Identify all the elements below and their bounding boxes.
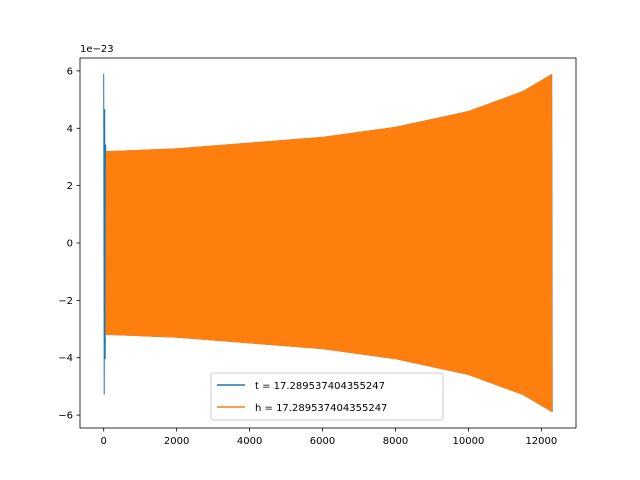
y-tick-label: 6 bbox=[67, 66, 73, 77]
legend-label-h: h = 17.289537404355247 bbox=[255, 403, 387, 414]
x-tick-label: 6000 bbox=[310, 436, 335, 447]
x-tick-label: 2000 bbox=[164, 436, 189, 447]
series-line-h bbox=[105, 74, 553, 412]
legend-frame bbox=[210, 372, 444, 421]
y-scale-label: 1e−23 bbox=[80, 44, 114, 55]
x-tick-label: 12000 bbox=[525, 436, 557, 447]
x-tick-label: 4000 bbox=[237, 436, 262, 447]
y-tick-label: −6 bbox=[58, 411, 73, 422]
y-tick-label: 2 bbox=[67, 181, 73, 192]
x-tick-label: 8000 bbox=[383, 436, 408, 447]
series-layer bbox=[103, 73, 553, 413]
x-tick-label: 0 bbox=[101, 436, 107, 447]
y-tick-label: 0 bbox=[67, 239, 73, 250]
x-axis: 0 2000 4000 6000 8000 10000 12000 bbox=[101, 428, 557, 447]
plot-area bbox=[79, 57, 577, 429]
y-axis: −6 −4 −2 0 2 4 6 bbox=[58, 66, 80, 422]
legend-label-t: t = 17.289537404355247 bbox=[255, 381, 385, 392]
y-tick-label: 4 bbox=[67, 124, 73, 135]
y-tick-label: −4 bbox=[58, 353, 73, 364]
legend: t = 17.289537404355247 h = 17.2895374043… bbox=[210, 372, 444, 421]
x-tick-label: 10000 bbox=[453, 436, 485, 447]
y-tick-label: −2 bbox=[58, 296, 73, 307]
